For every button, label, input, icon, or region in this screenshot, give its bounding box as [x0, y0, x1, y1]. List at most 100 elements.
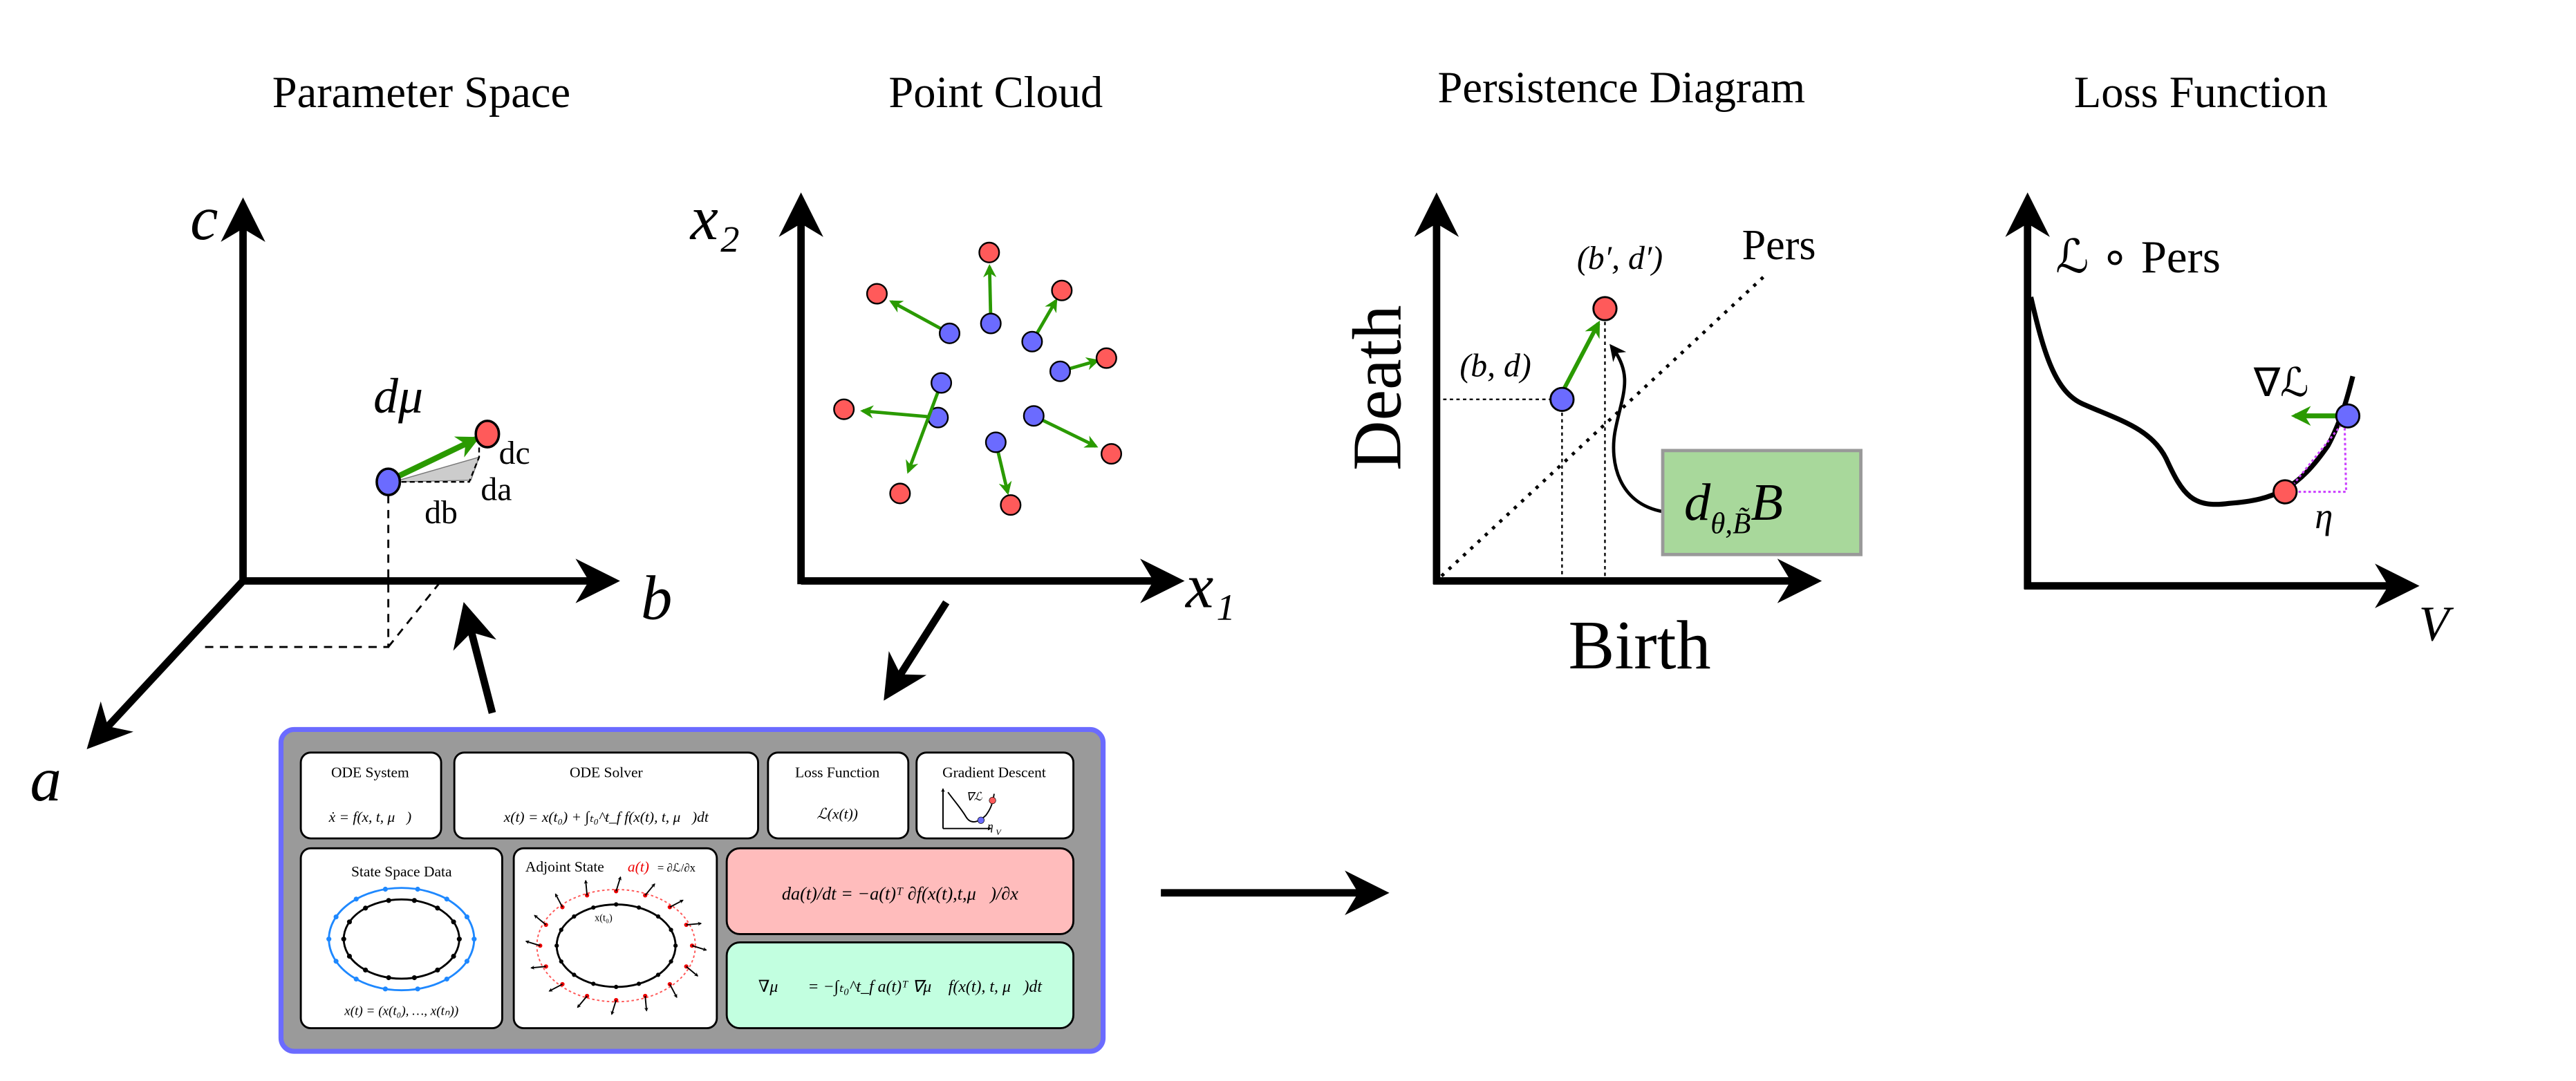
blue-parameter-point	[375, 467, 402, 497]
state-dot	[572, 972, 577, 977]
title-loss-function: Loss Function	[2074, 68, 2328, 117]
adjoint-arrow	[644, 883, 655, 896]
state-sample-dot	[363, 905, 368, 911]
delta-triangle	[393, 456, 480, 482]
state-sample-dot	[346, 953, 353, 959]
red-point	[978, 241, 1000, 263]
state-sample-dot	[456, 937, 462, 942]
adjoint-arrow	[584, 879, 588, 896]
displacement-arrow	[889, 300, 951, 335]
c-axis-label: c	[190, 183, 218, 253]
state-sample-dot	[435, 905, 440, 911]
blue-point	[1021, 330, 1043, 352]
state-sample-dot	[333, 959, 339, 964]
state-sample-dot	[464, 914, 469, 920]
state-sample-dot	[464, 959, 469, 964]
svg-text:x(t) = (x(t₀), …, x(tₙ)): x(t) = (x(t₀), …, x(tₙ))	[344, 1004, 458, 1018]
state-sample-dot	[451, 953, 456, 959]
adjoint-arrow	[525, 940, 541, 947]
state-sample-dot	[415, 986, 420, 992]
adjoint-arrow	[686, 966, 699, 977]
pipeline-box: ODE System ẋ = f(x, t, μ⃗) ODE Solver x(…	[278, 726, 1106, 1054]
state-dot	[591, 905, 596, 910]
adjoint-arrow	[534, 914, 547, 925]
title-point-cloud: Point Cloud	[888, 68, 1103, 117]
parameter-space-panel: c b a dμ⃗ dc da db	[30, 183, 673, 814]
blue-point	[931, 372, 953, 394]
adjoint-arrow	[615, 876, 622, 892]
adjoint-arrow	[530, 966, 546, 970]
loss-curve	[2028, 297, 2355, 507]
state-sample-dot	[326, 937, 332, 942]
adjoint-arrow	[691, 945, 707, 951]
adjoint-arrow	[548, 984, 563, 992]
panel-ode-system: ODE System ẋ = f(x, t, μ⃗)	[299, 751, 442, 840]
svg-text:ODE Solver: ODE Solver	[570, 764, 643, 781]
state-dot	[559, 959, 563, 964]
adjoint-dot	[585, 893, 590, 898]
state-sample-dot	[341, 937, 346, 942]
svg-text:ℒ(x(t)): ℒ(x(t))	[816, 805, 858, 822]
d-mu-arrow	[392, 436, 480, 482]
svg-text:Loss Function: Loss Function	[795, 764, 880, 781]
svg-text:∇ℒ: ∇ℒ	[966, 790, 982, 803]
point-cloud-panel: x₂ x₁	[689, 183, 1235, 701]
state-sample-dot	[353, 976, 359, 982]
state-sample-dot	[451, 919, 456, 925]
panel-adjoint-state: Adjoint State a(t) = ∂ℒ/∂x x(t₀)	[512, 847, 718, 1030]
dc-label: dc	[499, 435, 530, 471]
svg-text:a(t): a(t)	[628, 858, 649, 875]
point-bd	[1549, 386, 1575, 412]
state-dot	[614, 984, 619, 990]
svg-text:= ∂ℒ/∂x: = ∂ℒ/∂x	[657, 861, 696, 874]
state-dot	[572, 914, 577, 919]
state-sample-dot	[411, 975, 417, 981]
state-dot	[673, 943, 678, 948]
title-parameter-space: Parameter Space	[272, 68, 570, 117]
d-mu-label: dμ⃗	[373, 369, 461, 424]
svg-text:State Space Data: State Space Data	[351, 863, 452, 880]
state-sample-dot	[444, 976, 449, 982]
panel-ode-solver: ODE Solver x(t) = x(t₀) + ∫ₜ₀^t_f f(x(t)…	[453, 751, 759, 840]
adjoint-arrow	[577, 995, 588, 1008]
red-point	[866, 283, 888, 305]
a-axis-label: a	[30, 744, 62, 814]
displacement-arrow	[860, 405, 938, 420]
current-point	[2335, 403, 2361, 429]
state-sample-dot	[386, 898, 391, 903]
state-dot	[554, 943, 559, 948]
panel-loss-function: Loss Function ℒ(x(t))	[767, 751, 910, 840]
svg-text:(b′, d′): (b′, d′)	[1577, 240, 1663, 276]
state-sample-dot	[386, 975, 391, 981]
state-dot	[669, 928, 673, 932]
svg-text:∇μ⃗ℒ = −∫ₜ₀^t_f a(t)ᵀ ∇μ⃗ f(x(: ∇μ⃗ℒ = −∫ₜ₀^t_f a(t)ᵀ ∇μ⃗ f(x(t), t, μ⃗)…	[758, 978, 1043, 997]
state-sample-dot	[382, 986, 388, 992]
state-dot	[614, 902, 619, 907]
state-dot	[559, 928, 563, 932]
red-parameter-point	[474, 420, 501, 449]
svg-text:x(t) = x(t₀) + ∫ₜ₀^t_f f(x(t),: x(t) = x(t₀) + ∫ₜ₀^t_f f(x(t), t, μ⃗)dt	[503, 809, 709, 826]
db-label: db	[424, 494, 458, 531]
adjoint-dot	[543, 964, 548, 969]
red-point	[889, 482, 911, 505]
svg-text:x(t₀): x(t₀)	[595, 912, 613, 923]
eta-label: η	[2315, 496, 2333, 536]
blue-point	[980, 312, 1002, 335]
diagonal-label: Pers	[1742, 222, 1816, 269]
to-pipeline-arrow	[884, 600, 950, 701]
red-point	[1051, 279, 1073, 301]
title-persistence-diagram: Persistence Diagram	[1437, 63, 1805, 112]
red-point	[1000, 494, 1022, 516]
b-axis-label: b	[641, 563, 672, 632]
projection-lines	[198, 495, 442, 648]
state-sample-dot	[382, 886, 388, 892]
death-label: Death	[1338, 305, 1415, 470]
state-dot	[669, 959, 673, 964]
panel-gradient-descent: Gradient Descent ∇ℒ η V	[915, 751, 1075, 840]
state-sample-dot	[472, 937, 477, 942]
derivative-arrow	[1609, 344, 1663, 514]
svg-text:η: η	[987, 820, 993, 833]
adjoint-arrow	[669, 899, 684, 908]
adjoint-arrow	[644, 995, 648, 1012]
panel-adjoint-equation: da(t)/dt = −a(t)ᵀ ∂f(x(t),t,μ⃗)/∂x	[725, 847, 1075, 935]
